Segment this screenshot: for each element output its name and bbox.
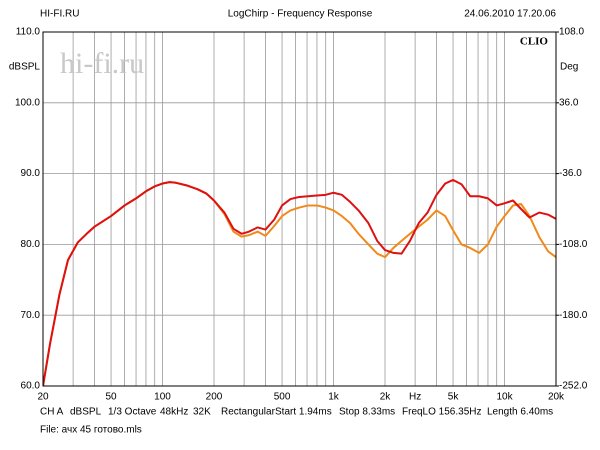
source: HI-FI.RU	[40, 9, 79, 20]
y-tick-label: 90.0	[21, 168, 41, 179]
y-tick-label: 70.0	[21, 310, 41, 321]
x-tick-label: 2k	[380, 392, 392, 403]
footer-item: 1/3 Octave	[108, 407, 157, 418]
brand: CLIO	[520, 36, 549, 48]
plot-background	[43, 32, 556, 386]
watermark: hi-fi.ru	[60, 47, 144, 80]
plot-frame	[42, 31, 557, 387]
footer-item: CH A	[40, 407, 64, 418]
x-tick-label: Hz	[409, 392, 421, 403]
footer-item: FreqLO 156.35Hz	[402, 407, 482, 418]
x-tick-label: 200	[206, 392, 223, 403]
y-tick-label: 60.0	[21, 381, 41, 392]
y2-axis-label: Deg	[560, 62, 578, 73]
x-tick-label: 1k	[328, 392, 340, 403]
x-tick-label: 20k	[548, 392, 565, 403]
x-tick-label: 500	[274, 392, 291, 403]
footer-item: 32K	[193, 407, 211, 418]
y-tick-label: 100.0	[15, 97, 40, 108]
x-tick-label: 10k	[496, 392, 513, 403]
footer-item: Start 1.94ms	[275, 407, 332, 418]
y2-tick-label: -36.0	[559, 168, 582, 179]
footer-item: Stop 8.33ms	[339, 407, 395, 418]
footer-item: dBSPL	[70, 407, 102, 418]
chart-title: LogChirp - Frequency Response	[228, 9, 373, 20]
y2-tick-label: 36.0	[559, 97, 579, 108]
footer-item: Length 6.40ms	[487, 407, 553, 418]
file-name: File: ачх 45 готово.mls	[40, 425, 142, 436]
x-tick-label: 20	[37, 392, 49, 403]
y2-tick-label: -108.0	[559, 239, 588, 250]
y2-tick-label: 108.0	[559, 27, 584, 38]
plot-area	[42, 31, 559, 387]
y2-tick-label: -180.0	[559, 310, 588, 321]
y2-tick-label: -252.0	[559, 381, 588, 392]
y-tick-label: 80.0	[21, 239, 41, 250]
x-tick-label: 100	[154, 392, 171, 403]
x-tick-label: 5k	[448, 392, 460, 403]
timestamp: 24.06.2010 17.20.06	[464, 9, 556, 20]
footer-item: 48kHz	[160, 407, 188, 418]
x-tick-label: 50	[105, 392, 117, 403]
series-line	[43, 178, 556, 386]
y-tick-label: 110.0	[16, 27, 41, 38]
y-axis-label: dBSPL	[9, 62, 41, 73]
footer-item: Rectangular	[221, 407, 276, 418]
